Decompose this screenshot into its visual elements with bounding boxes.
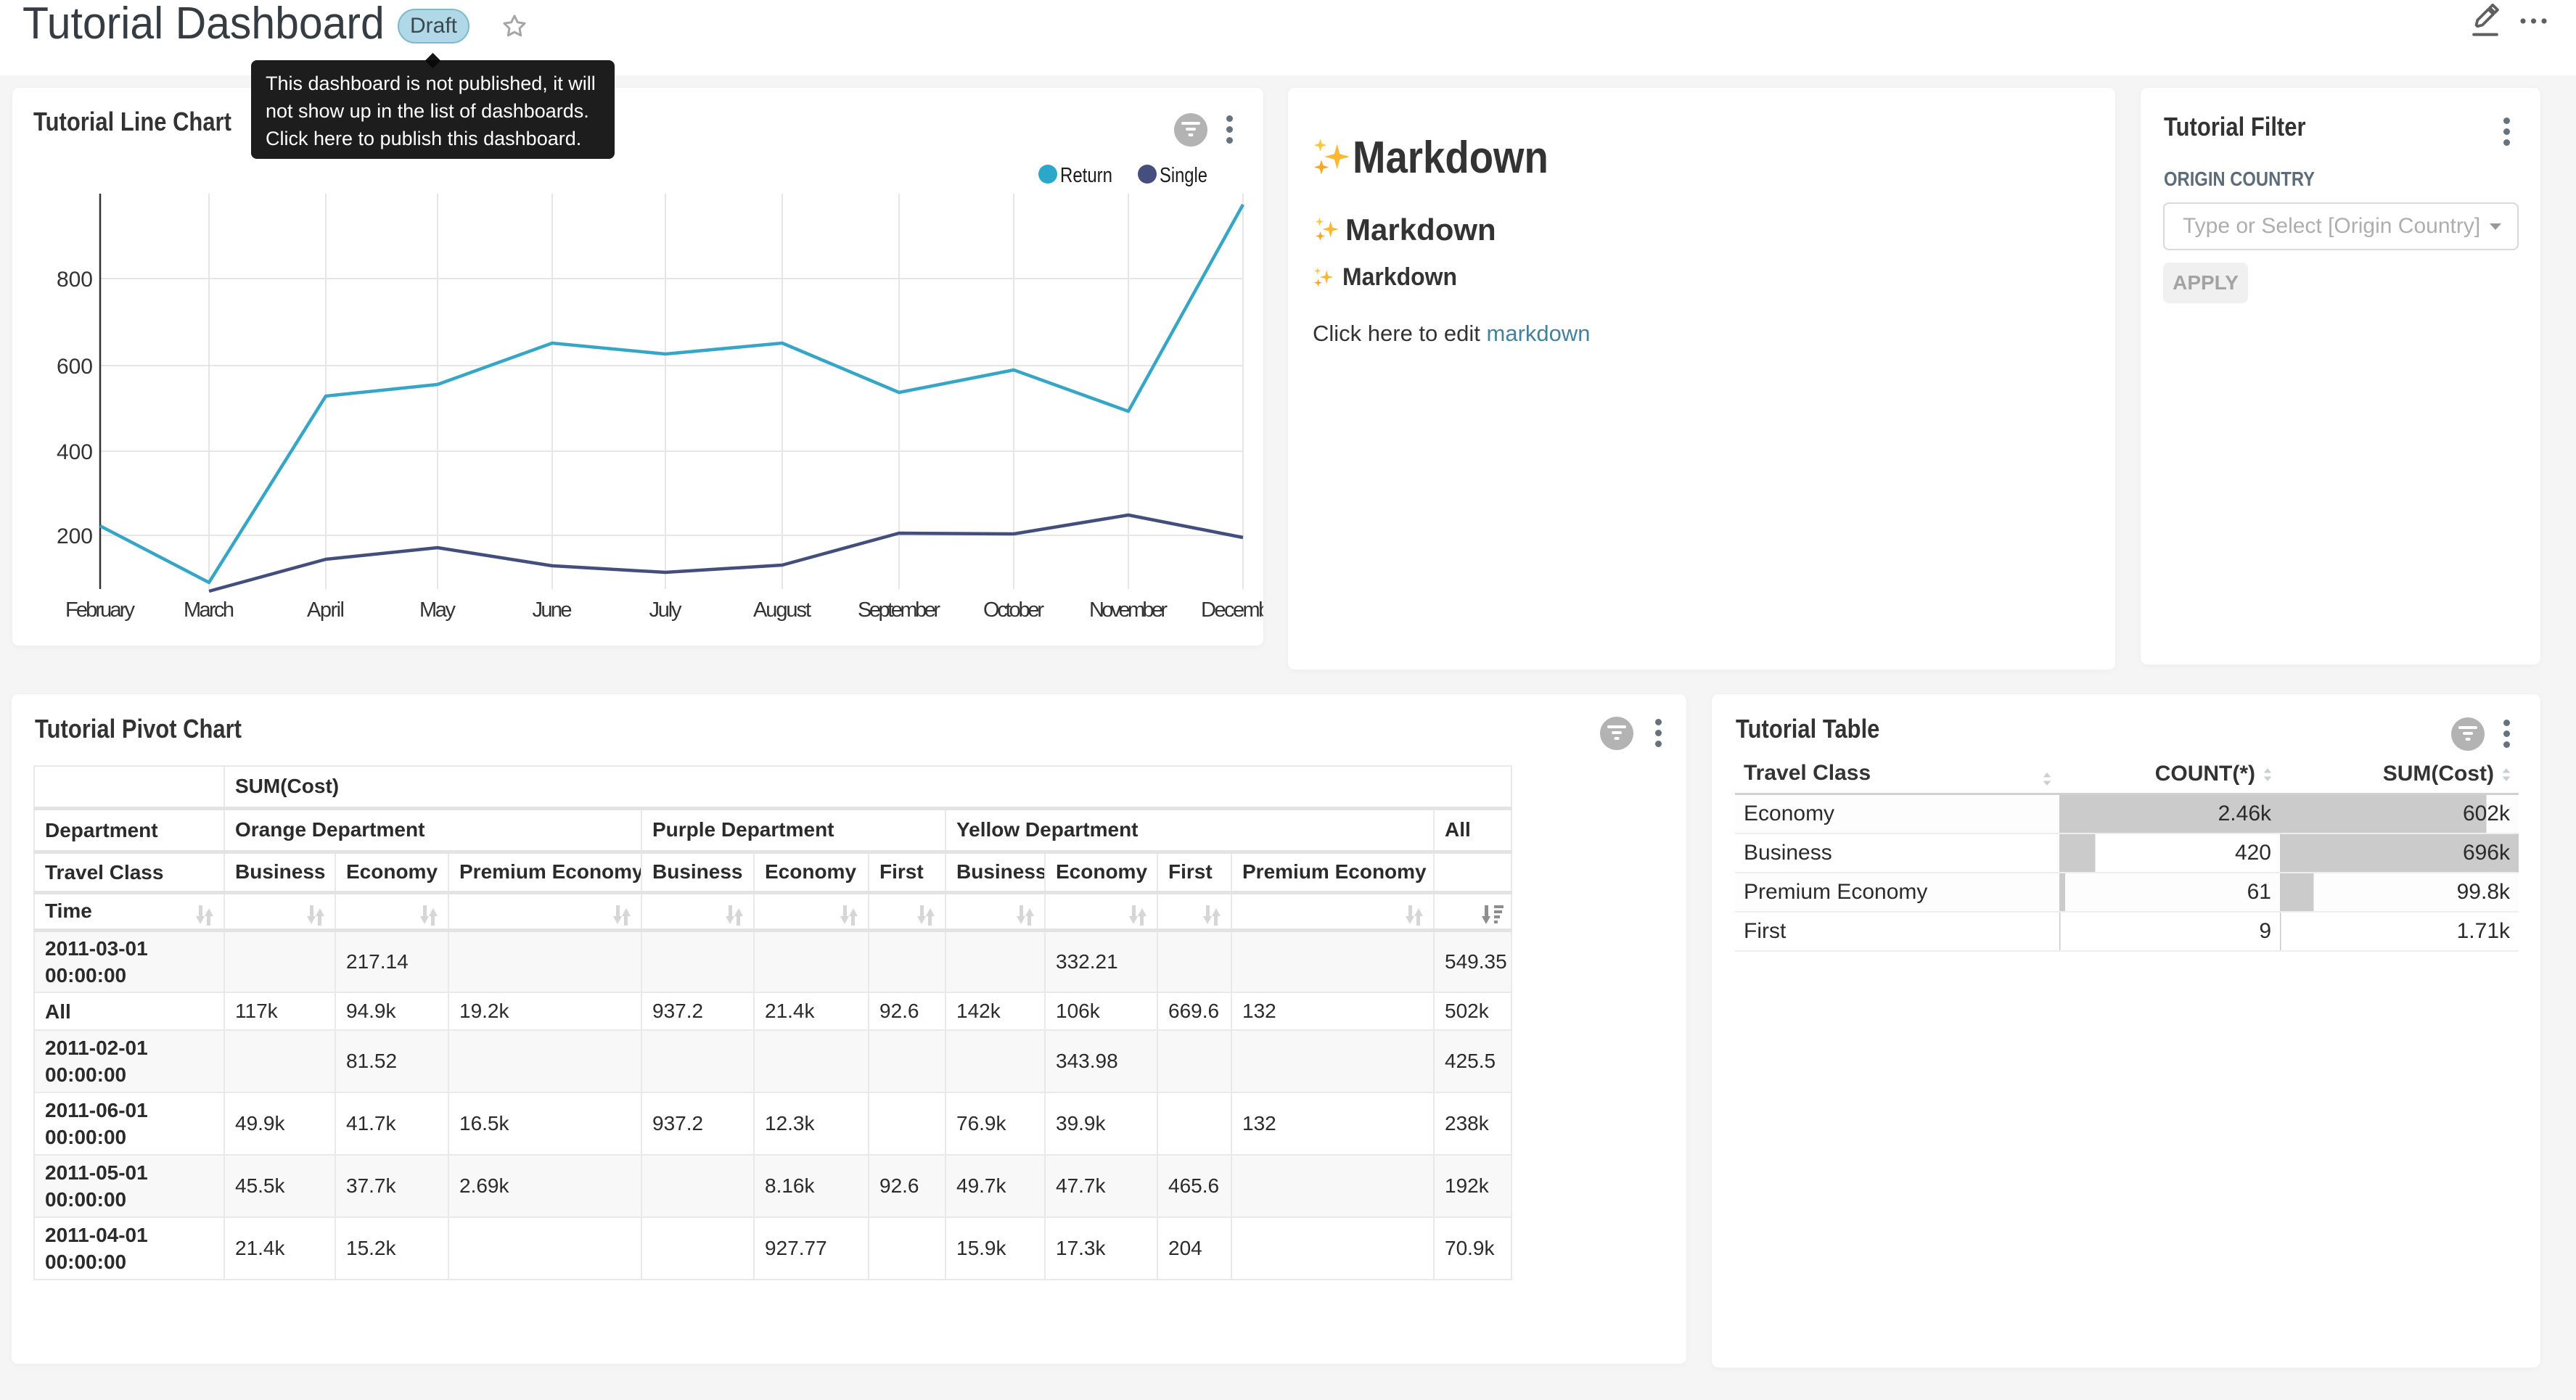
svg-text:Return: Return [1060, 164, 1112, 187]
svg-text:June: June [533, 598, 573, 622]
svg-text:February: February [65, 598, 136, 622]
svg-text:April: April [307, 598, 345, 622]
svg-text:August: August [753, 598, 811, 622]
svg-text:September: September [858, 598, 940, 622]
svg-text:400: 400 [57, 440, 93, 464]
svg-text:600: 600 [57, 355, 93, 379]
svg-text:November: November [1089, 598, 1168, 622]
svg-text:March: March [184, 598, 234, 622]
svg-text:800: 800 [57, 268, 93, 292]
svg-text:October: October [983, 598, 1044, 622]
svg-text:Single: Single [1160, 164, 1207, 187]
svg-text:July: July [649, 598, 683, 622]
svg-text:May: May [419, 598, 456, 622]
svg-text:200: 200 [57, 524, 93, 548]
svg-text:December: December [1201, 598, 1264, 622]
